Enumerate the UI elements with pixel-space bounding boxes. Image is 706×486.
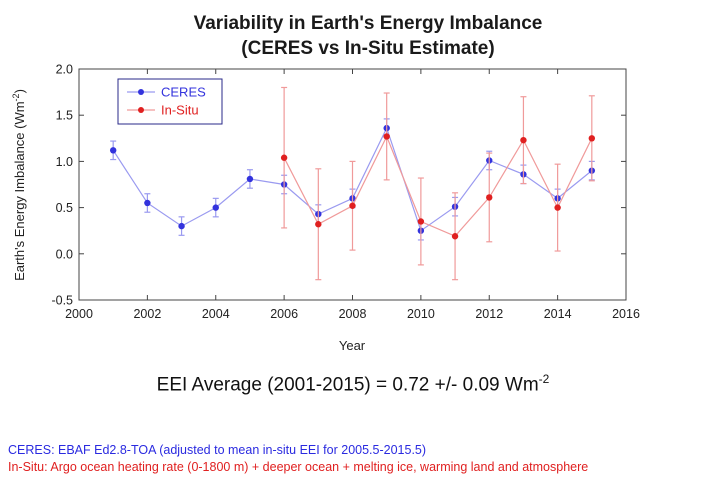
point-in-situ-2008 — [349, 202, 356, 209]
point-ceres-2005 — [246, 175, 254, 183]
y-axis-label-main: Earth's Energy Imbalance (Wm — [12, 101, 27, 281]
legend-insitu-marker — [138, 107, 144, 113]
x-tick-label-2006: 2006 — [270, 307, 298, 321]
point-in-situ-2014 — [554, 204, 561, 211]
x-tick-label-2010: 2010 — [407, 307, 435, 321]
point-in-situ-2011 — [451, 233, 459, 240]
chart-title: Variability in Earth's Energy Imbalance — [194, 13, 543, 34]
x-tick-label-2000: 2000 — [65, 307, 93, 321]
eei-average-sup: -2 — [538, 372, 550, 386]
x-tick-label-2016: 2016 — [612, 307, 640, 321]
legend-box — [117, 78, 223, 125]
x-tick-label-2014: 2014 — [544, 307, 572, 321]
point-in-situ-2006 — [280, 154, 288, 161]
point-in-situ-2013 — [520, 136, 527, 144]
x-tick-label-2008: 2008 — [339, 307, 367, 321]
x-axis-label: Year — [339, 338, 366, 353]
eei-average: EEI Average (2001-2015) = 0.72 +/- 0.09 … — [0, 372, 706, 396]
point-in-situ-2012 — [486, 194, 493, 201]
series-line-in-situ — [283, 135, 593, 237]
point-in-situ-2015 — [588, 135, 596, 142]
y-axis-label: Earth's Energy Imbalance (Wm-2) — [11, 89, 27, 281]
y-axis-label-close: ) — [12, 89, 27, 93]
point-ceres-2002 — [144, 199, 151, 207]
y-axis-label-sup: -2 — [11, 93, 21, 101]
legend-insitu-label: In-Situ — [161, 103, 199, 118]
chart: Variability in Earth's Energy Imbalance … — [11, 13, 640, 353]
y-tick-label-5: 2.0 — [56, 63, 73, 77]
x-tick-label-2002: 2002 — [133, 307, 161, 321]
legend: CERES In-Situ — [117, 78, 223, 125]
y-tick-label-3: 1.0 — [56, 155, 73, 169]
y-tick-label-4: 1.5 — [56, 109, 73, 123]
x-tick-label-2012: 2012 — [475, 307, 503, 321]
y-tick-label-2: 0.5 — [56, 201, 73, 215]
legend-ceres-marker — [138, 89, 144, 95]
chart-subtitle: (CERES vs In-Situ Estimate) — [241, 38, 494, 59]
series-in-situ — [280, 86, 596, 281]
legend-ceres-label: CERES — [161, 85, 206, 100]
point-in-situ-2007 — [315, 221, 322, 228]
x-tick-label-2004: 2004 — [202, 307, 230, 321]
y-tick-label-0: -0.5 — [51, 294, 73, 308]
insitu-note: In-Situ: Argo ocean heating rate (0-1800… — [8, 460, 589, 474]
point-ceres-2003 — [178, 222, 185, 230]
ceres-note: CERES: EBAF Ed2.8-TOA (adjusted to mean … — [8, 443, 427, 457]
point-ceres-2001 — [109, 147, 117, 154]
point-in-situ-2010 — [417, 218, 425, 225]
eei-average-text: EEI Average (2001-2015) = 0.72 +/- 0.09 … — [156, 374, 539, 396]
point-ceres-2004 — [212, 204, 219, 211]
y-tick-label-1: 0.0 — [56, 247, 73, 261]
point-in-situ-2009 — [383, 133, 390, 140]
